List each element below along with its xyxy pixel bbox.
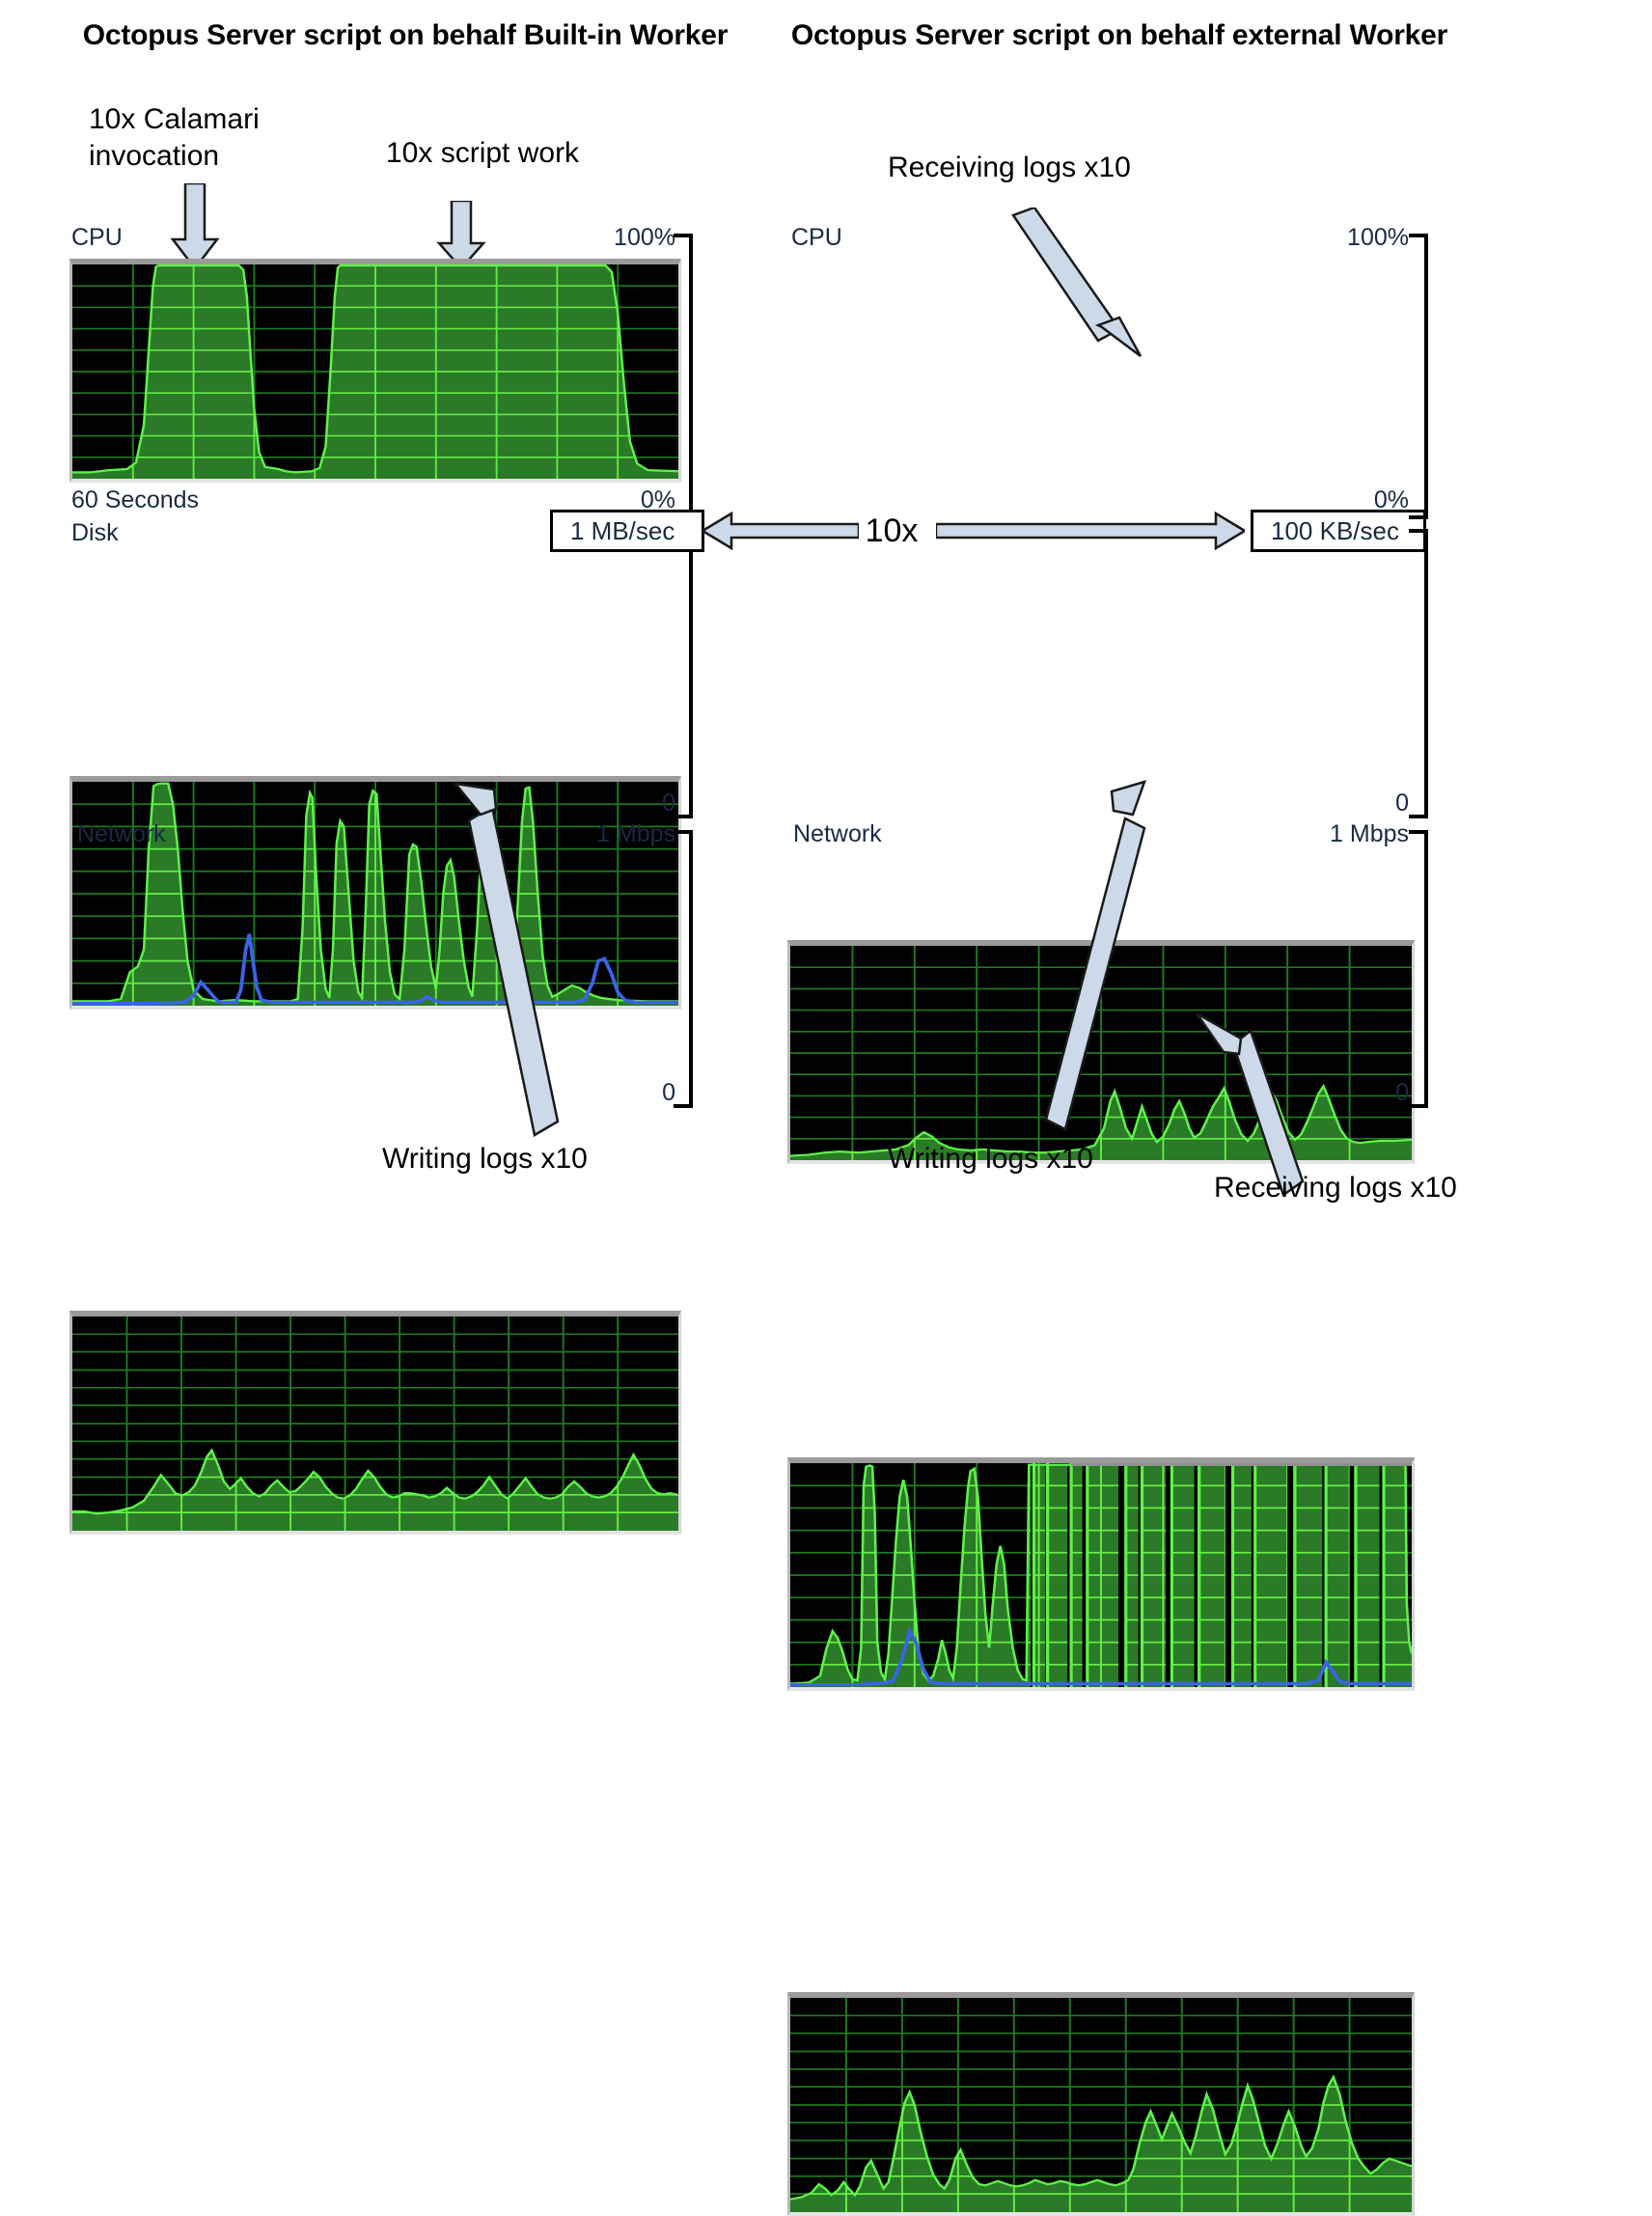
arrow-10x-right — [936, 511, 1245, 551]
left-cpu-range-bracket — [674, 234, 693, 519]
right-network-label: Network — [793, 820, 882, 847]
left-disk-plot — [72, 782, 678, 1006]
right-network-range-bracket — [1409, 830, 1428, 1108]
right-disk-plot — [790, 1463, 1412, 1687]
right-network-plot — [790, 1998, 1412, 2212]
left-cpu-graph — [69, 259, 681, 483]
right-disk-min-label: 0 — [1395, 789, 1409, 817]
left-column-title: Octopus Server script on behalf Built-in… — [82, 19, 729, 51]
right-network-graph — [787, 1992, 1415, 2216]
arrow-10x-left — [702, 511, 859, 551]
left-disk-label: Disk — [71, 519, 119, 546]
right-cpu-min-label: 0% — [1373, 486, 1409, 513]
left-cpu-min-label: 0% — [640, 486, 675, 513]
annotation-receiving-logs-cpu: Receiving logs x10 — [888, 152, 1131, 183]
disk-active-time-line — [72, 933, 678, 1006]
left-disk-scale-value: 1 MB/sec — [570, 515, 675, 545]
disk-top-gray-band — [1071, 1463, 1412, 1466]
right-disk-scale-value: 100 KB/sec — [1271, 515, 1399, 545]
left-network-label: Network — [77, 820, 166, 847]
arrow-calamari-invocation — [170, 183, 220, 270]
annotation-receiving-logs-network: Receiving logs x10 — [1214, 1172, 1457, 1204]
left-cpu-plot — [72, 264, 678, 479]
annotation-calamari-invocation: 10x Calamari invocation — [89, 103, 260, 172]
left-network-min-label: 0 — [662, 1079, 675, 1106]
right-network-min-label: 0 — [1395, 1079, 1409, 1106]
right-network-max-label: 1 Mbps — [1330, 820, 1409, 847]
left-network-plot — [72, 1316, 678, 1531]
left-disk-range-bracket — [674, 529, 693, 818]
arrow-receiving-logs-network — [1195, 1011, 1305, 1197]
annotation-script-work: 10x script work — [386, 137, 580, 169]
right-disk-scale-box: 100 KB/sec — [1251, 510, 1426, 552]
arrow-writing-logs-left — [452, 782, 560, 1137]
annotation-writing-logs-right: Writing logs x10 — [888, 1143, 1093, 1175]
arrow-script-work — [436, 201, 486, 270]
right-disk-graph — [787, 1457, 1415, 1691]
right-cpu-max-label: 100% — [1347, 224, 1409, 251]
left-disk-scale-box: 1 MB/sec — [550, 510, 704, 552]
left-network-graph — [69, 1311, 681, 1535]
left-network-range-bracket — [674, 830, 693, 1108]
left-disk-min-label: 0 — [662, 789, 675, 817]
comparison-multiplier-label: 10x — [865, 512, 919, 549]
annotation-writing-logs-left: Writing logs x10 — [382, 1143, 588, 1175]
arrow-writing-logs-right — [1044, 780, 1146, 1131]
right-cpu-range-bracket — [1409, 234, 1428, 519]
left-disk-graph — [69, 776, 681, 1010]
left-network-max-label: 1 Mbps — [596, 820, 675, 847]
grid-overlay-bright — [72, 265, 678, 479]
left-cpu-label: CPU — [71, 224, 123, 251]
left-cpu-xaxis-label: 60 Seconds — [71, 486, 200, 513]
left-cpu-max-label: 100% — [614, 224, 675, 251]
right-disk-range-bracket — [1409, 529, 1428, 818]
right-cpu-label: CPU — [791, 224, 842, 251]
right-column-title: Octopus Server script on behalf external… — [790, 19, 1448, 51]
arrow-receiving-logs-cpu — [1011, 208, 1143, 357]
